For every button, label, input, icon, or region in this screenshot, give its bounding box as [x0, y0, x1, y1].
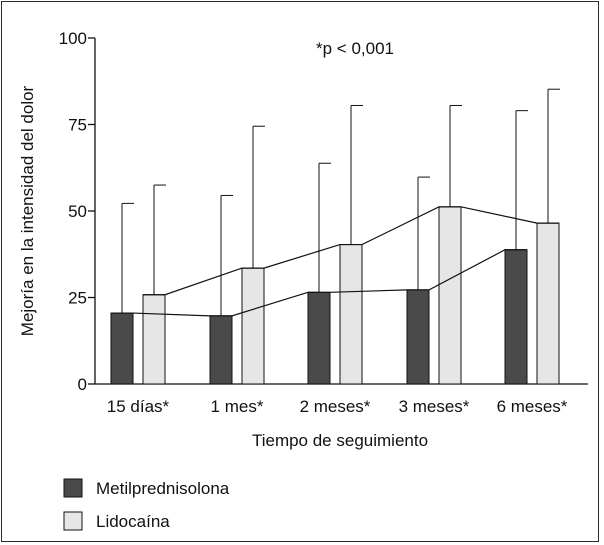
bar-metilprednisolona [406, 289, 430, 385]
y-tick-label: 0 [78, 375, 87, 394]
y-tick-label: 50 [68, 202, 87, 221]
bar-metilprednisolona [110, 312, 134, 385]
x-tick-label: 2 meses* [300, 397, 371, 416]
x-tick-label: 1 mes* [211, 397, 264, 416]
x-tick-label: 15 días* [107, 397, 170, 416]
bar-lidocaina [142, 294, 166, 385]
plot-area: 0 25 50 75 100 15 días* 1 mes* 2 meses* 3 meses*… [59, 29, 588, 416]
y-tick-label: 100 [59, 29, 87, 48]
bar-metilprednisolona [504, 249, 528, 385]
y-tick-label: 75 [68, 116, 87, 135]
legend: Metilprednisolona Lidocaína [63, 478, 230, 531]
x-tick-label: 3 meses* [399, 397, 470, 416]
legend-label-metilprednisolona: Metilprednisolona [96, 479, 230, 498]
trend-line-lidocaina [143, 206, 559, 296]
y-tick-label: 25 [68, 289, 87, 308]
significance-annotation: *p < 0,001 [316, 39, 394, 58]
bar-metilprednisolona [307, 291, 331, 385]
bar-lidocaina [536, 222, 560, 385]
legend-swatch-metilprednisolona [63, 478, 83, 498]
bar-metilprednisolona [209, 315, 233, 385]
bar-lidocaina [438, 206, 462, 385]
legend-label-lidocaina: Lidocaína [96, 512, 170, 531]
x-tick-label: 6 meses* [497, 397, 568, 416]
bar-lidocaina [339, 244, 363, 385]
x-axis-label: Tiempo de seguimiento [252, 431, 428, 450]
legend-swatch-lidocaina [63, 511, 83, 531]
y-axis-label: Mejoría en la intensidad del dolor [18, 85, 37, 336]
bar-lidocaina [241, 267, 265, 385]
trend-line-metilprednisolona [111, 249, 527, 317]
